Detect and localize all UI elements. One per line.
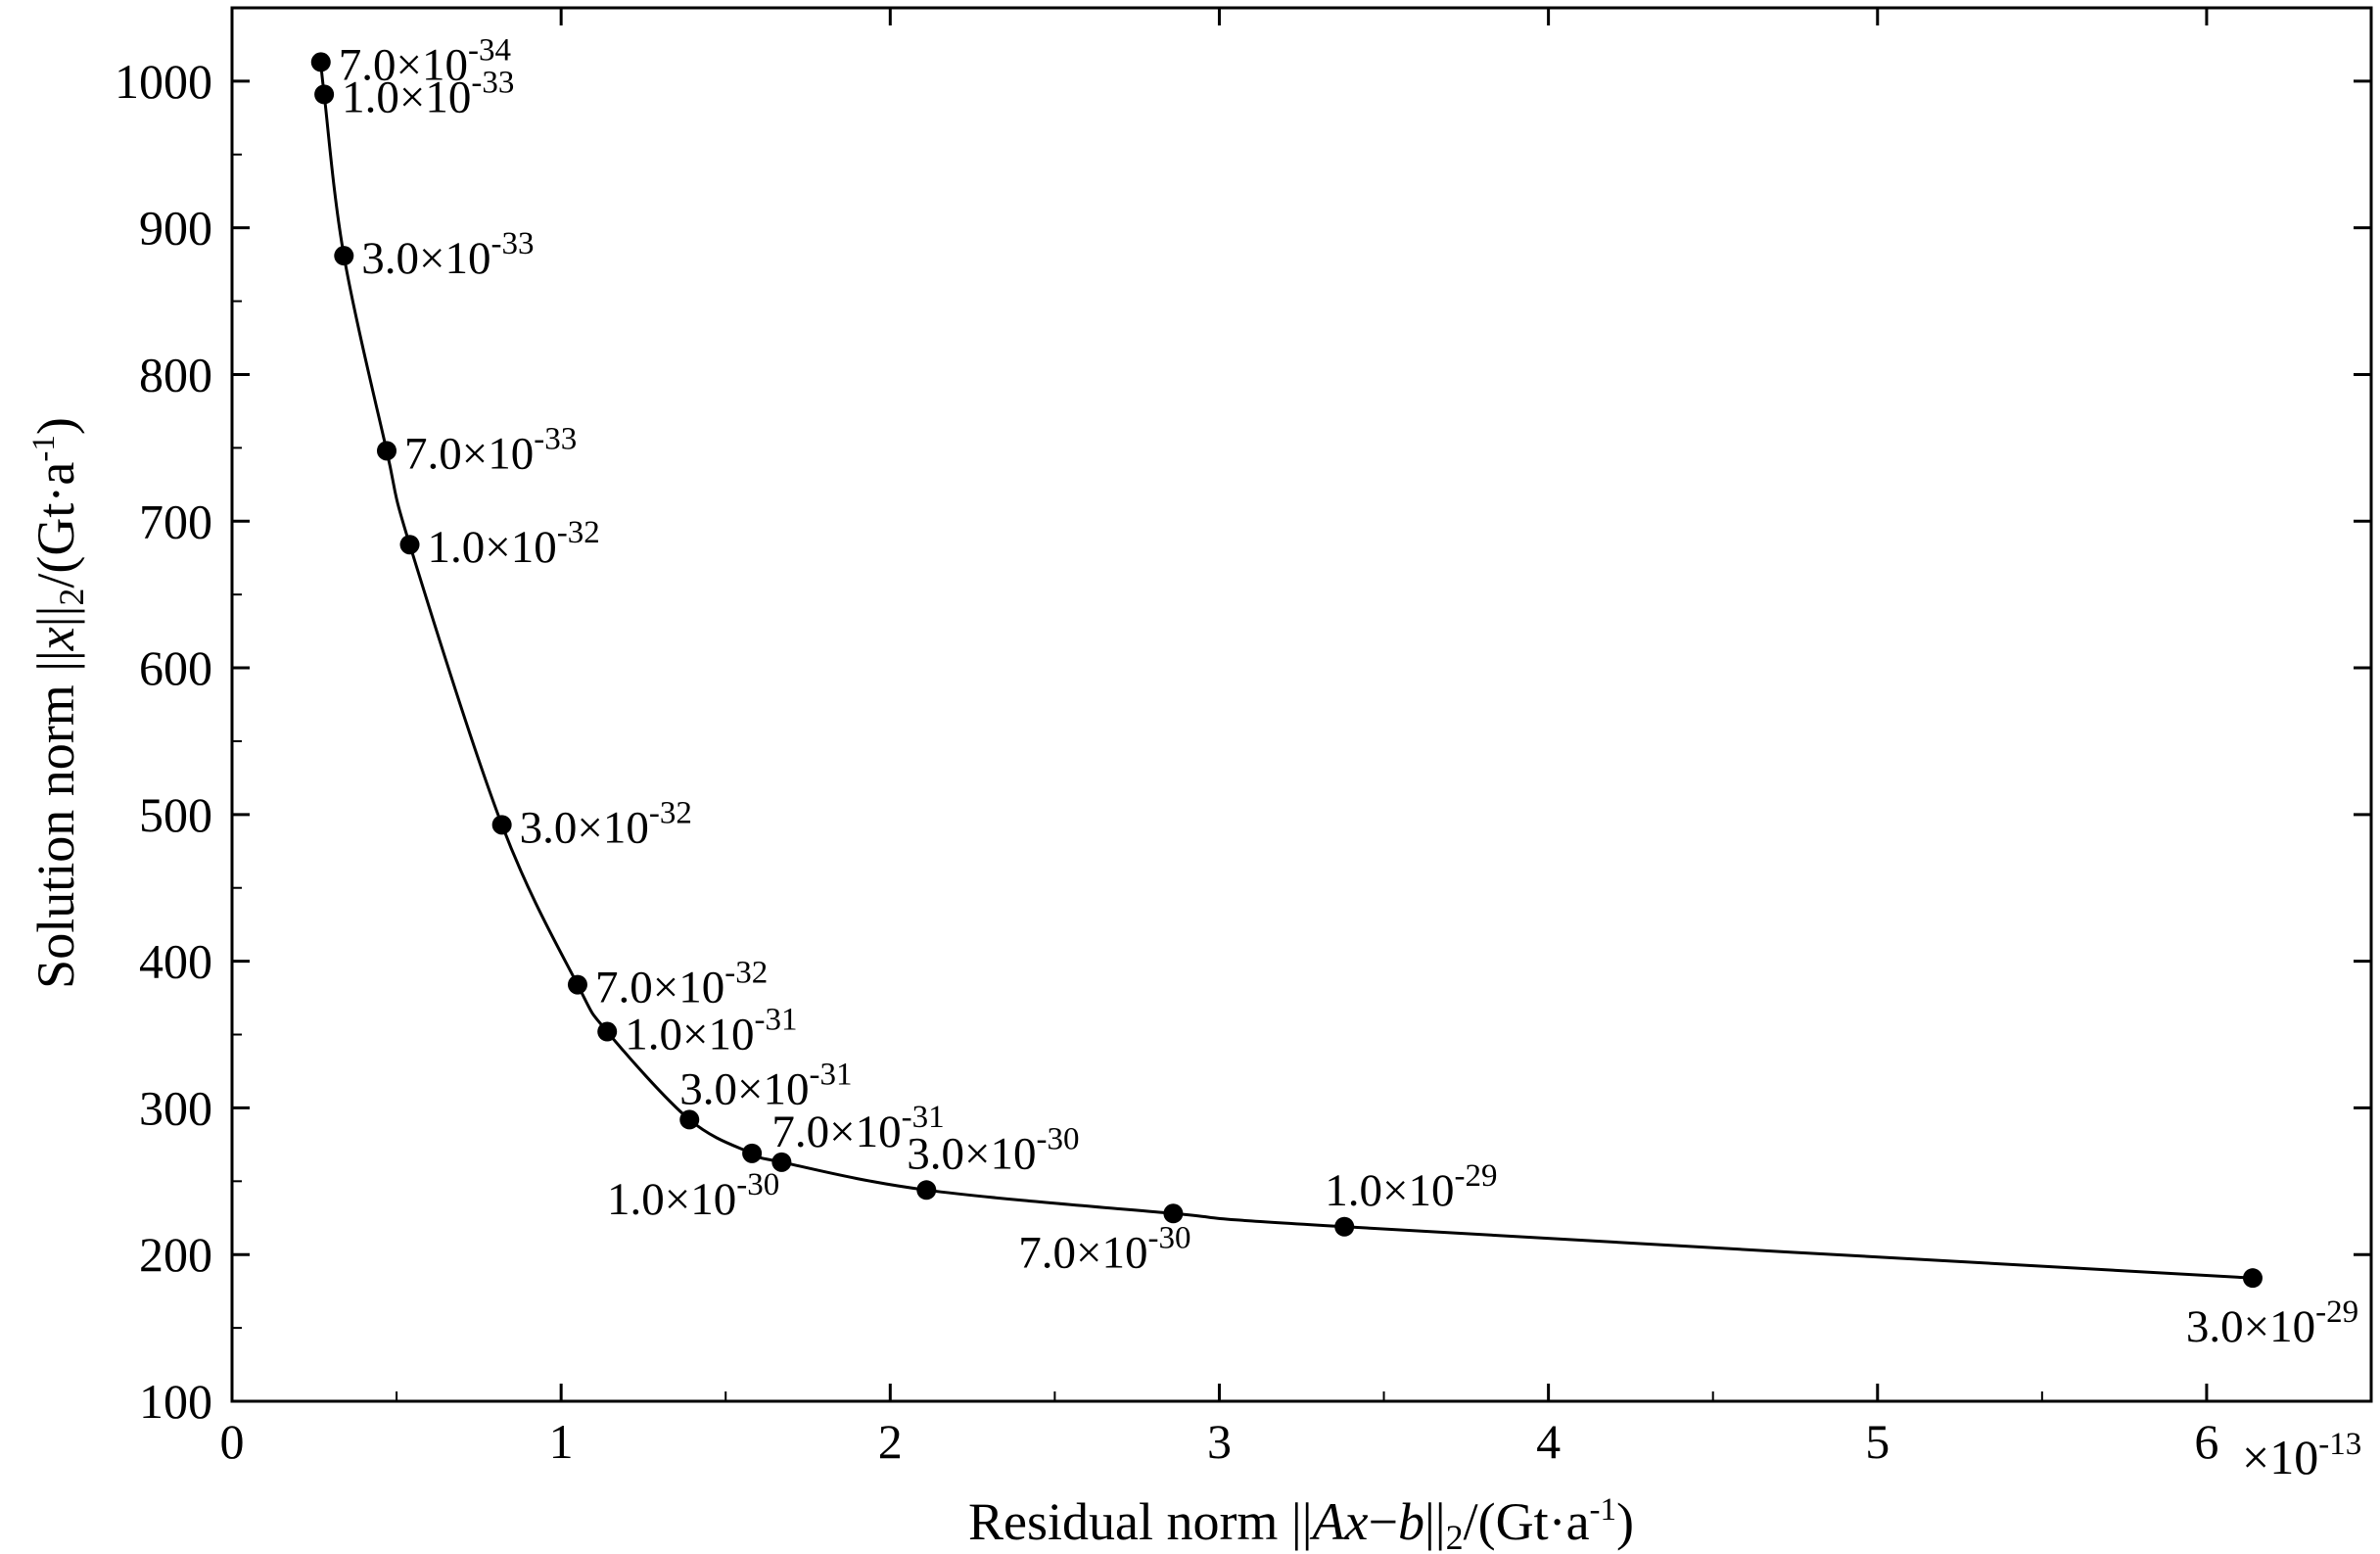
- y-tick-label: 600: [139, 640, 212, 695]
- data-point: [314, 84, 335, 105]
- x-tick-label: 2: [878, 1414, 903, 1469]
- point-label: 1.0×10-31: [625, 1003, 797, 1060]
- y-tick-label: 500: [139, 787, 212, 842]
- data-point: [334, 246, 354, 266]
- x-axis-title: Residual norm ||Ax−b||2/(Gt·a-1): [968, 1492, 1634, 1554]
- data-point: [742, 1143, 763, 1163]
- y-tick-label: 900: [139, 201, 212, 256]
- point-label: 3.0×10-33: [361, 226, 534, 284]
- x-tick-label: 3: [1207, 1414, 1232, 1469]
- data-point: [916, 1180, 937, 1201]
- point-label: 3.0×10-29: [2186, 1295, 2358, 1352]
- x-tick-label: 4: [1536, 1414, 1561, 1469]
- data-point: [491, 815, 512, 835]
- y-tick-label: 800: [139, 347, 212, 401]
- x-tick-label: 6: [2194, 1414, 2218, 1469]
- point-label: 1.0×10-29: [1325, 1158, 1497, 1216]
- point-label: 3.0×10-31: [679, 1057, 852, 1114]
- data-point: [1163, 1203, 1184, 1224]
- data-point: [2242, 1268, 2263, 1289]
- y-tick-label: 300: [139, 1080, 212, 1135]
- point-label: 7.0×10-30: [1018, 1220, 1190, 1278]
- x-tick-label: 1: [549, 1414, 574, 1469]
- y-tick-label: 700: [139, 494, 212, 548]
- data-point: [310, 52, 331, 72]
- point-labels: 7.0×10-341.0×10-33 3.0×10-33 7.0×10-33 1.0×…: [339, 32, 2358, 1352]
- x-axis-multiplier: ×10-13: [2242, 1427, 2361, 1484]
- y-axis-title: Solution norm ||x||2/(Gt·a-1): [26, 417, 91, 989]
- data-point: [771, 1152, 792, 1172]
- data-point: [376, 441, 397, 461]
- y-tick-label: 1000: [115, 54, 212, 109]
- data-point: [567, 974, 587, 995]
- point-label: 7.0×10-34: [339, 32, 511, 90]
- point-label: 7.0×10-33: [404, 421, 577, 479]
- point-label: 3.0×10-30: [907, 1121, 1079, 1179]
- point-label: 1.0×10-32: [428, 515, 600, 573]
- data-point: [679, 1109, 700, 1130]
- point-label: 1.0×10-30: [607, 1167, 779, 1225]
- point-label: 3.0×10-32: [520, 795, 692, 853]
- x-tick-label: 0: [220, 1414, 245, 1469]
- y-tick-label: 100: [139, 1374, 212, 1429]
- x-tick-label: 5: [1865, 1414, 1890, 1469]
- l-curve-line: [319, 62, 2254, 1280]
- point-label: 7.0×10-31: [771, 1100, 944, 1157]
- point-label: 7.0×10-32: [595, 956, 768, 1013]
- data-point: [597, 1021, 618, 1042]
- data-points: [310, 52, 2263, 1289]
- plot-frame: [230, 6, 2373, 1403]
- y-tick-label: 200: [139, 1227, 212, 1282]
- point-label: 1.0×10-33: [342, 65, 514, 122]
- data-point: [399, 535, 420, 555]
- y-axis-ticks: 100 200 300 400 500 600 700 800 900 1000: [115, 54, 2371, 1429]
- y-tick-label: 400: [139, 934, 212, 989]
- x-axis-ticks: 0 1 2 3 4 5 6: [220, 8, 2218, 1469]
- data-point: [1334, 1216, 1355, 1237]
